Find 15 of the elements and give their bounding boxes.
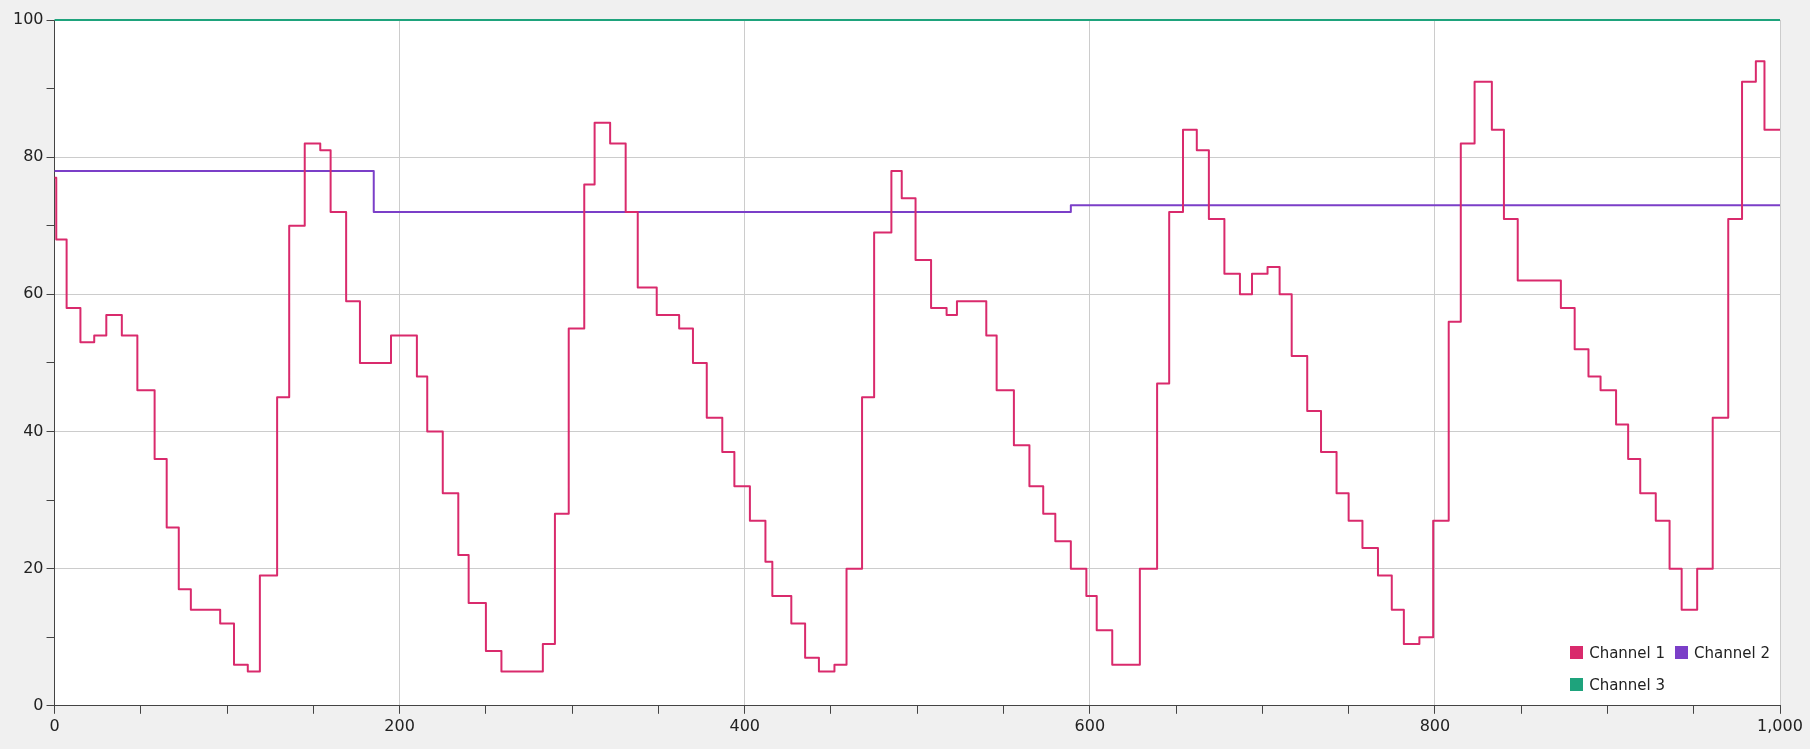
x-tick-label: 600 xyxy=(1074,715,1106,735)
y-tick-label: 0 xyxy=(33,694,44,714)
x-tick-label: 800 xyxy=(1419,715,1451,735)
y-tick-label: 100 xyxy=(12,9,44,29)
x-tick-label: 400 xyxy=(729,715,760,735)
y-tick-label: 40 xyxy=(23,420,44,440)
y-tick-label: 80 xyxy=(23,146,44,166)
y-tick-label: 20 xyxy=(23,557,44,577)
x-tick-label: 0 xyxy=(49,715,60,735)
x-tick-label: 200 xyxy=(384,715,415,735)
legend-label: Channel 3 xyxy=(1589,675,1666,694)
x-tick-label: 1,000 xyxy=(1757,715,1803,735)
y-tick-label: 60 xyxy=(23,283,44,303)
legend-label: Channel 1 xyxy=(1589,643,1666,662)
legend-label: Channel 2 xyxy=(1694,643,1770,662)
